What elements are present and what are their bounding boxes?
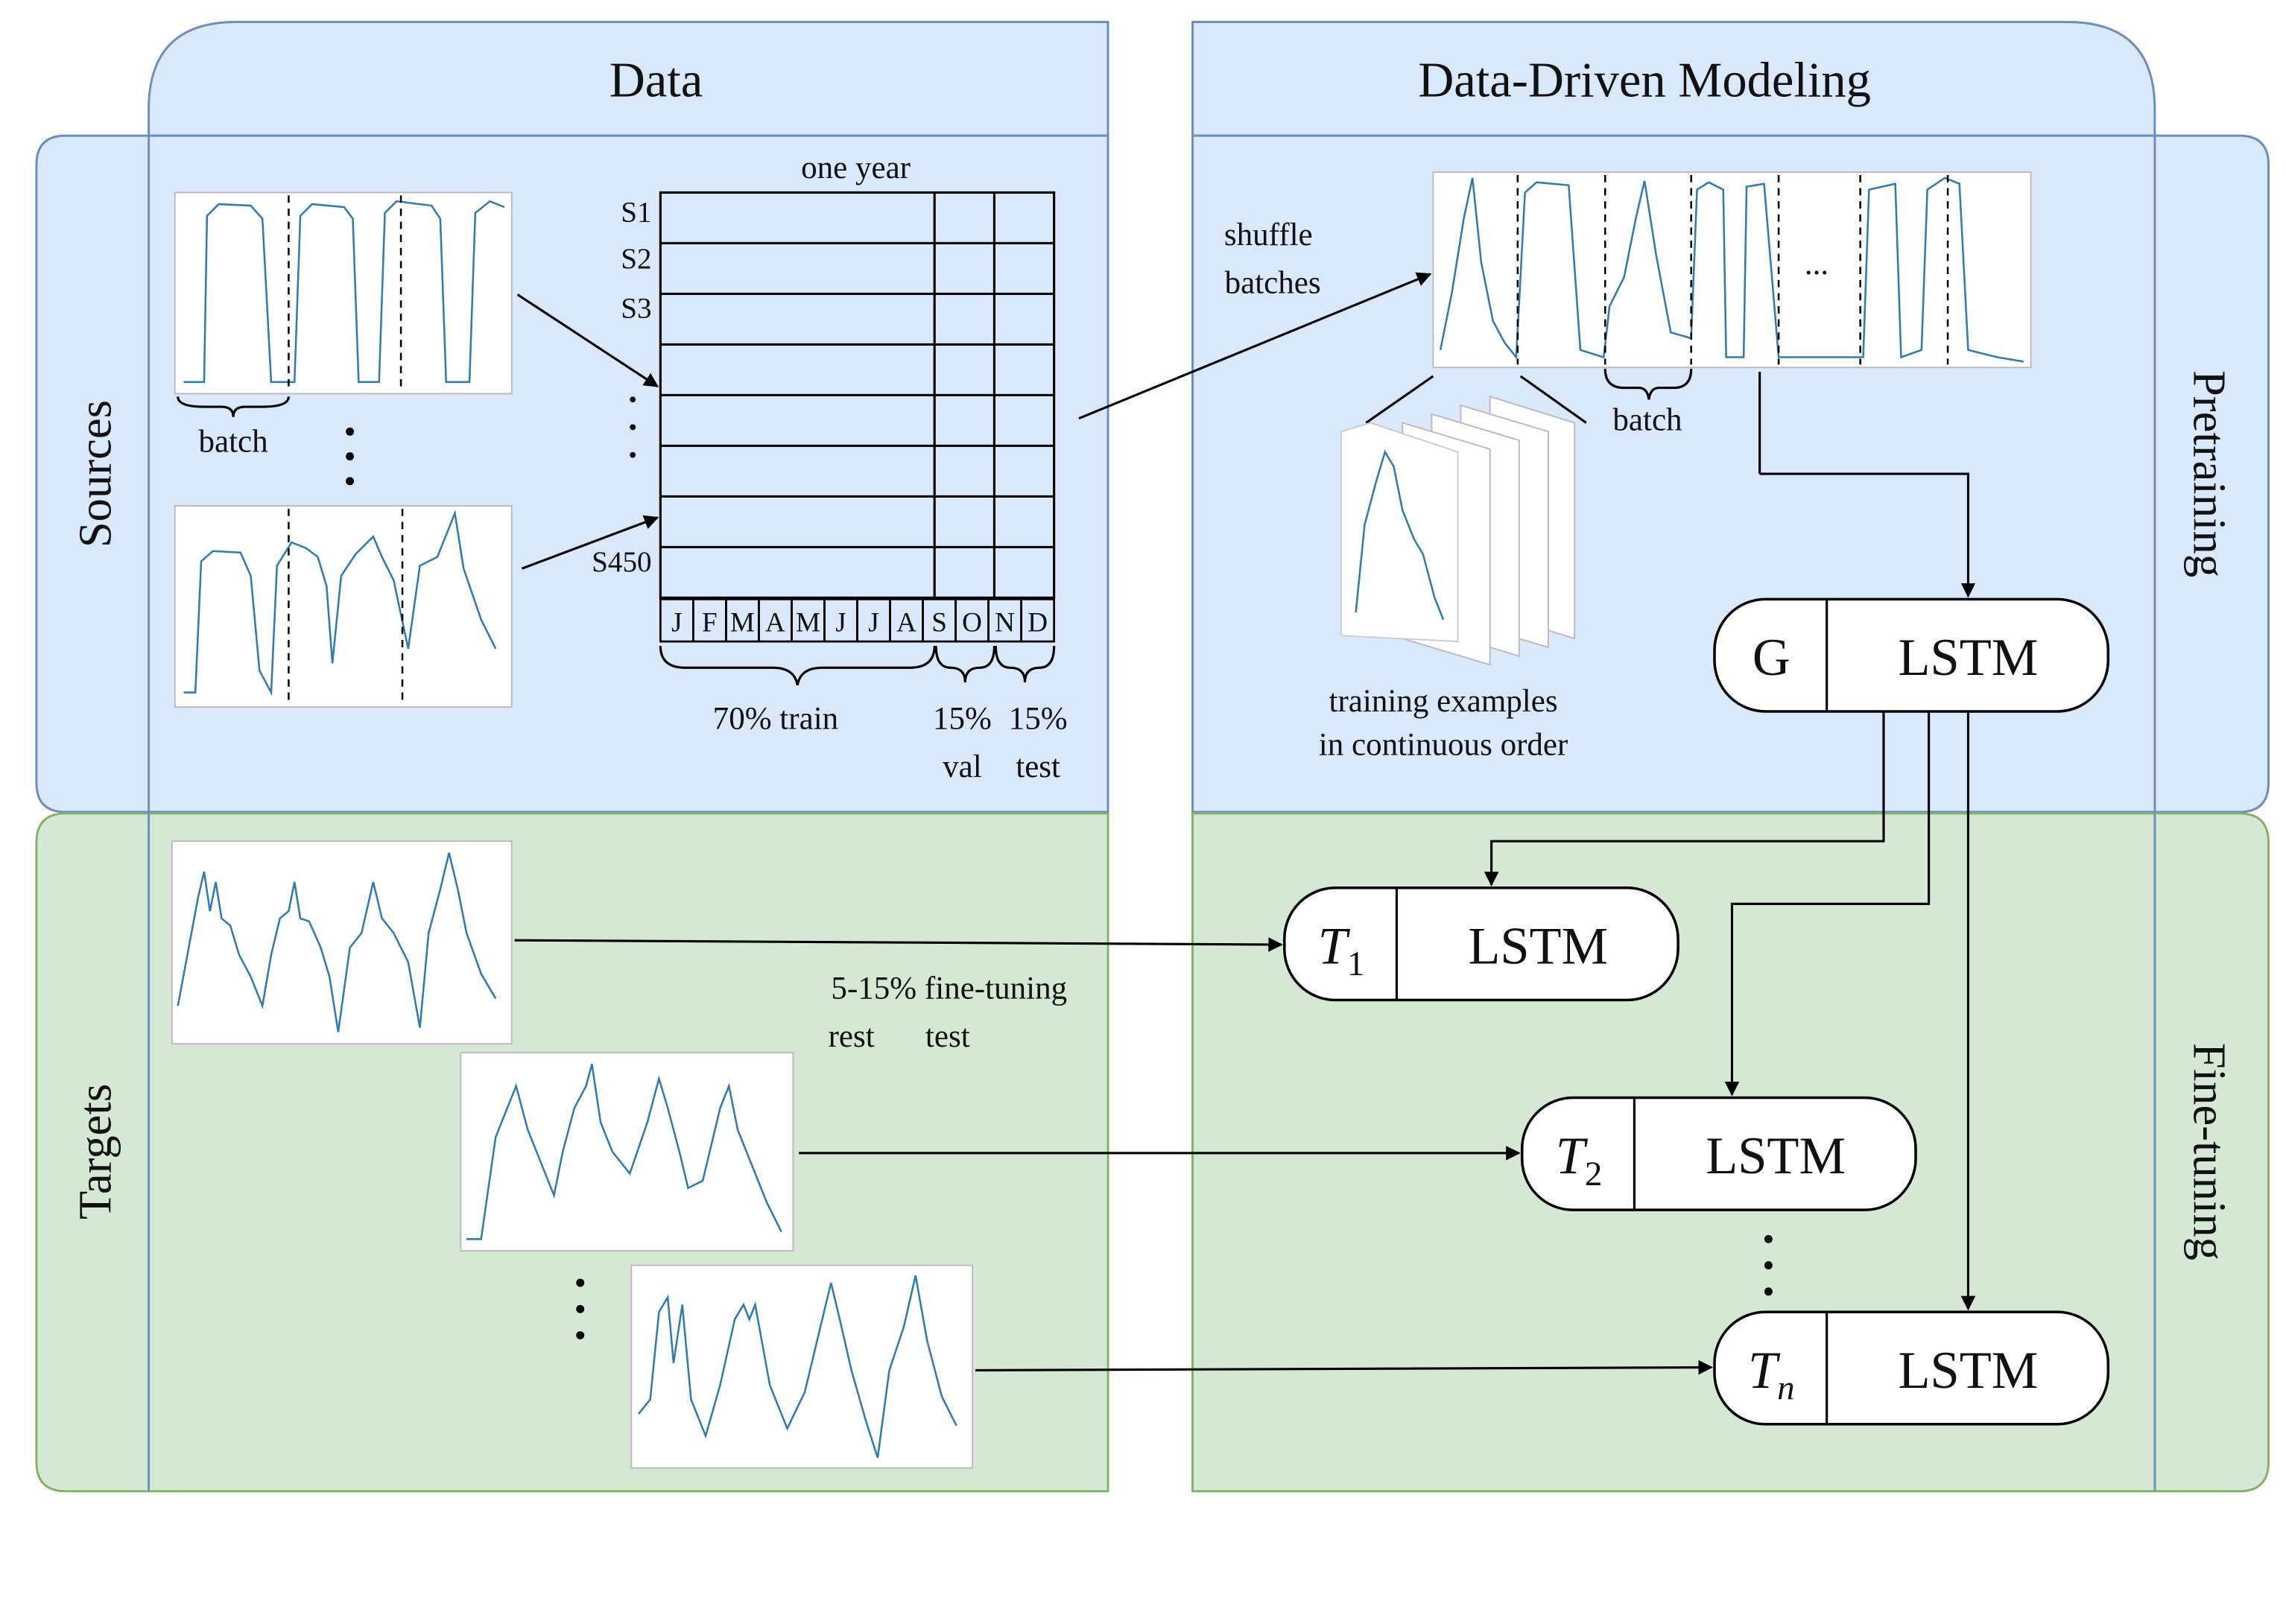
node-label: Tn (1748, 1342, 1795, 1408)
month-label: S (931, 607, 947, 638)
node-model: LSTM (1899, 1342, 2039, 1400)
lstm-node (1713, 1310, 2110, 1426)
examples-line2: in continuous order (1319, 728, 1568, 763)
month-label: M (730, 607, 755, 638)
source-plots (174, 191, 659, 708)
node-symbol: T (1748, 1342, 1781, 1400)
month-label: N (995, 607, 1015, 638)
node-model: LSTM (1899, 629, 2039, 687)
strip-ellipsis: ... (1805, 247, 1829, 282)
val-pct: 15% (933, 701, 992, 736)
test-pct: 15% (1009, 701, 1068, 736)
node-symbol: T (1318, 917, 1351, 975)
sources-label: Sources (69, 400, 121, 548)
month-label: J (868, 607, 878, 638)
node-subscript: 2 (1585, 1155, 1602, 1193)
rest-label: rest (829, 1019, 875, 1054)
month-label: A (896, 607, 916, 638)
row-label: S450 (592, 546, 651, 578)
month-label: D (1028, 607, 1048, 638)
node-symbol: G (1753, 629, 1791, 687)
row-label: S1 (621, 197, 651, 229)
data-title: Data (610, 53, 703, 107)
month-label: M (796, 607, 820, 638)
shuffle-line2: batches (1225, 265, 1321, 300)
month-label: A (765, 607, 785, 638)
node-model: LSTM (1468, 917, 1608, 975)
node-label: T1 (1318, 917, 1365, 983)
month-label: O (962, 607, 982, 638)
target-plots (171, 711, 1976, 1469)
year-label: one year (801, 150, 911, 185)
train-split: 70% train (713, 701, 839, 736)
node-label: G (1753, 629, 1791, 687)
batch-strip (1078, 171, 2032, 666)
fine-tuning-label: Fine-tuning (2184, 1043, 2236, 1260)
lstm-node (1283, 886, 1679, 1002)
node-symbol: T (1556, 1127, 1589, 1185)
month-label: F (702, 607, 718, 638)
node-subscript: 1 (1347, 945, 1364, 983)
lstm-node (1713, 597, 2110, 713)
batch-label: batch (198, 425, 267, 460)
month-label: J (835, 607, 846, 638)
shuffle-line1: shuffle (1224, 218, 1313, 253)
month-cell (1020, 597, 1056, 643)
targets-label: Targets (69, 1084, 121, 1219)
month-label: J (671, 607, 682, 638)
lstm-node (1520, 1096, 1917, 1211)
test-label: test (1016, 749, 1060, 784)
node-model: LSTM (1706, 1127, 1846, 1185)
val-label: val (943, 749, 982, 784)
row-label: S2 (621, 243, 651, 275)
row-label: S3 (621, 293, 651, 325)
examples-line1: training examples (1329, 684, 1558, 719)
fine-tuning-split: 5-15% fine-tuning (831, 971, 1067, 1006)
pretraining-label: Pretraining (2184, 370, 2236, 577)
modeling-title: Data-Driven Modeling (1418, 53, 1871, 107)
node-subscript: n (1777, 1369, 1794, 1408)
node-label: T2 (1556, 1127, 1603, 1193)
strip-batch-label: batch (1612, 402, 1682, 437)
ft-test-label: test (925, 1019, 970, 1054)
